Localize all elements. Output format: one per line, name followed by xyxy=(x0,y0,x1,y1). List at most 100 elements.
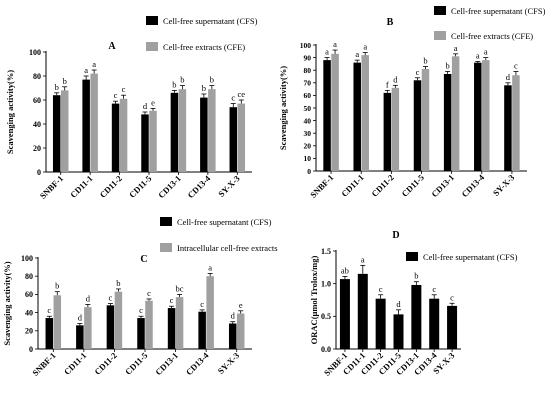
y-tick-label: 0 xyxy=(307,167,311,176)
y-tick-label: 0 xyxy=(29,345,33,354)
x-tick-label: CD13-1 xyxy=(429,172,456,199)
significance-label: a xyxy=(454,43,458,53)
y-axis-label: Scavenging activity(%) xyxy=(278,66,288,150)
y-tick-label: 0 xyxy=(37,168,41,177)
bar xyxy=(60,90,69,172)
bar xyxy=(411,284,422,349)
y-tick-label: 20 xyxy=(304,142,312,151)
y-tick-label: 60 xyxy=(33,96,41,105)
significance-label: b xyxy=(55,82,59,92)
x-tick-label: SNBF-1 xyxy=(30,350,57,377)
y-tick-label: 90 xyxy=(304,53,312,62)
legend-swatch xyxy=(160,243,172,252)
x-tick-label: CD11-5 xyxy=(399,172,425,198)
x-tick-label: CD13-1 xyxy=(156,173,183,200)
bar xyxy=(447,305,458,349)
bar xyxy=(353,62,361,171)
significance-label: d xyxy=(393,74,398,84)
legend-label: Intracellular cell-free extracts xyxy=(177,243,278,253)
significance-label: a xyxy=(363,42,367,52)
y-tick-label: 80 xyxy=(33,72,41,81)
significance-label: a xyxy=(92,59,96,69)
legend-label: Cell-free supernatant (CFS) xyxy=(423,252,518,262)
x-tick-label: CD11-2 xyxy=(369,172,395,198)
significance-label: b xyxy=(210,75,214,85)
x-tick-label: CD13-4 xyxy=(184,350,211,377)
bar xyxy=(229,107,238,172)
significance-label: b xyxy=(63,76,67,86)
bar xyxy=(167,308,176,349)
bar xyxy=(361,55,369,171)
legend-label: Cell-free supernatant (CFS) xyxy=(177,217,272,227)
y-tick-label: 1.5 xyxy=(321,247,331,256)
significance-label: c xyxy=(379,284,383,294)
y-axis-label: Scavenging activity(%) xyxy=(2,261,12,345)
significance-label: c xyxy=(450,292,454,302)
bar xyxy=(170,92,179,172)
legend-label: Cell-free extracts (CFE) xyxy=(163,42,245,52)
y-tick-label: 40 xyxy=(33,120,41,129)
bar xyxy=(375,298,386,349)
significance-label: c xyxy=(170,295,174,305)
bar xyxy=(76,325,84,349)
panel-letter: A xyxy=(108,41,116,52)
y-tick-label: 100 xyxy=(21,254,33,263)
bar xyxy=(149,110,157,172)
y-tick-label: 30 xyxy=(304,129,312,138)
bar xyxy=(198,311,206,349)
y-tick-label: 0.5 xyxy=(321,312,331,321)
legend-swatch xyxy=(146,42,158,51)
bar xyxy=(90,73,98,172)
significance-label: ab xyxy=(341,265,349,275)
y-tick-label: 80 xyxy=(25,272,33,281)
bar xyxy=(237,103,246,172)
bar xyxy=(206,276,214,349)
significance-label: e xyxy=(239,300,243,310)
panel-letter: D xyxy=(392,230,399,241)
significance-label: c xyxy=(200,299,204,309)
significance-label: a xyxy=(484,47,488,57)
bar xyxy=(391,87,400,171)
x-tick-label: CD13-4 xyxy=(459,172,486,199)
bar xyxy=(357,273,368,349)
bar xyxy=(443,73,452,171)
bar xyxy=(200,97,208,172)
x-tick-label: CD11-5 xyxy=(127,173,153,199)
bar xyxy=(474,62,482,171)
bar xyxy=(413,80,422,171)
bar xyxy=(393,314,404,349)
y-tick-label: 50 xyxy=(304,104,312,113)
bar xyxy=(178,89,187,172)
significance-label: c xyxy=(514,60,518,70)
significance-label: d xyxy=(506,72,511,82)
y-axis-label: Scavenging activity(%) xyxy=(5,70,15,154)
significance-label: a xyxy=(208,262,212,272)
significance-label: d xyxy=(396,299,401,309)
x-tick-label: SNBF-1 xyxy=(38,173,65,200)
bar xyxy=(114,291,123,349)
bar xyxy=(137,318,145,349)
significance-label: bc xyxy=(176,283,184,293)
y-tick-label: 20 xyxy=(33,144,41,153)
bar xyxy=(175,297,184,349)
significance-label: c xyxy=(109,293,113,303)
bar xyxy=(208,89,216,172)
bar xyxy=(45,318,54,349)
x-tick-label: SNBF-1 xyxy=(308,172,335,199)
y-tick-label: 100 xyxy=(300,41,312,50)
significance-label: b xyxy=(202,83,206,93)
bar xyxy=(111,103,120,172)
x-tick-label: SY-X-3 xyxy=(216,350,242,376)
significance-label: a xyxy=(355,49,359,59)
bar xyxy=(141,114,149,172)
bar xyxy=(512,75,520,171)
bar xyxy=(323,60,331,172)
significance-label: d xyxy=(86,293,91,303)
bar xyxy=(504,85,512,171)
legend-swatch xyxy=(434,6,446,15)
y-tick-label: 40 xyxy=(304,116,312,125)
legend-swatch xyxy=(146,16,158,25)
legend-swatch xyxy=(406,252,418,261)
legend-swatch xyxy=(160,217,172,226)
